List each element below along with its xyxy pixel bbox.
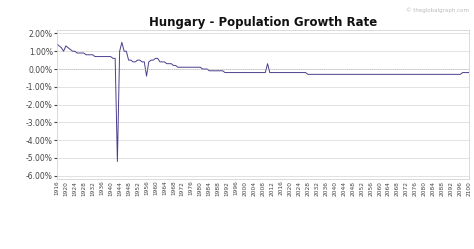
- Title: Hungary - Population Growth Rate: Hungary - Population Growth Rate: [149, 16, 377, 29]
- Text: © theglobalgraph.com: © theglobalgraph.com: [406, 7, 469, 13]
